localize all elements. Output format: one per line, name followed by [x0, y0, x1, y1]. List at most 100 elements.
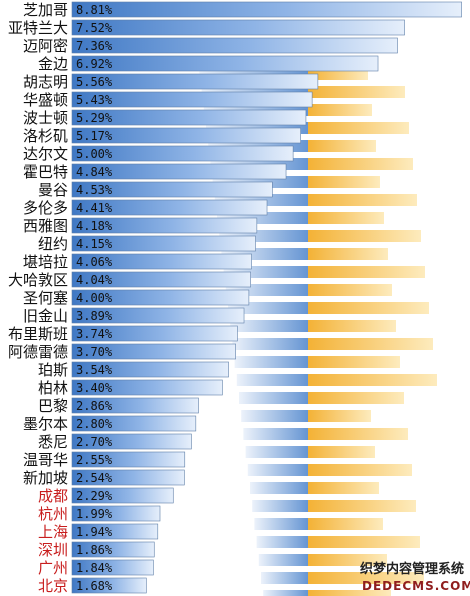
- bar: [71, 55, 379, 72]
- bar: [71, 253, 252, 270]
- background-right-bar: [308, 194, 417, 206]
- background-right-bar: [308, 158, 413, 170]
- category-label: 胡志明: [23, 73, 68, 91]
- watermark-subtitle: DEDECMS.COM: [362, 579, 470, 593]
- background-right-bar: [308, 518, 383, 530]
- background-right-bar: [308, 320, 396, 332]
- bar: [71, 163, 287, 180]
- background-right-bar: [308, 338, 433, 350]
- background-left-bar: [243, 428, 308, 440]
- background-left-bar: [230, 320, 308, 332]
- value-label: 4.84%: [76, 165, 113, 179]
- background-left-bar: [256, 536, 308, 548]
- category-label: 北京: [38, 577, 68, 595]
- category-label: 深圳: [38, 541, 68, 559]
- bar: [71, 577, 147, 594]
- background-left-bar: [236, 374, 308, 386]
- bar: [71, 217, 258, 234]
- bar: [71, 361, 229, 378]
- bar: [71, 379, 223, 396]
- background-right-bar: [308, 590, 391, 596]
- background-left-bar: [247, 464, 308, 476]
- watermark-title: 织梦内容管理系统: [360, 561, 464, 577]
- value-label: 7.52%: [76, 21, 113, 35]
- background-left-bar: [263, 590, 308, 596]
- bar: [71, 559, 154, 576]
- background-right-bar: [308, 266, 425, 278]
- category-label: 成都: [38, 487, 68, 505]
- background-right-bar: [308, 86, 405, 98]
- category-label: 上海: [38, 523, 68, 541]
- background-right-bar: [308, 122, 409, 134]
- category-label: 亚特兰大: [8, 19, 68, 37]
- bar: [71, 235, 256, 252]
- value-label: 5.17%: [76, 129, 113, 143]
- background-right-bar: [308, 104, 372, 116]
- category-label: 悉尼: [38, 433, 68, 451]
- category-label: 霍巴特: [23, 163, 68, 181]
- bar: [71, 523, 159, 540]
- category-label: 巴黎: [38, 397, 68, 415]
- value-label: 8.81%: [76, 3, 113, 17]
- value-label: 3.74%: [76, 327, 113, 341]
- category-label: 杭州: [38, 505, 68, 523]
- category-label: 波士顿: [23, 109, 68, 127]
- category-label: 曼谷: [38, 181, 68, 199]
- category-label: 大哈敦区: [8, 271, 68, 289]
- category-label: 纽约: [38, 235, 68, 253]
- value-label: 6.92%: [76, 57, 113, 71]
- background-right-bar: [308, 248, 388, 260]
- bar: [71, 487, 174, 504]
- background-right-bar: [308, 212, 384, 224]
- bar: [71, 181, 273, 198]
- bar: [71, 289, 250, 306]
- bar: [71, 91, 313, 108]
- value-label: 5.00%: [76, 147, 113, 161]
- category-label: 柏林: [38, 379, 68, 397]
- value-label: 5.43%: [76, 93, 113, 107]
- category-label: 温哥华: [23, 451, 68, 469]
- background-left-bar: [234, 356, 308, 368]
- value-label: 1.84%: [76, 561, 113, 575]
- category-label: 堪培拉: [23, 253, 68, 271]
- category-label: 洛杉矶: [23, 127, 68, 145]
- category-label: 芝加哥: [23, 1, 68, 19]
- background-right-bar: [308, 536, 420, 548]
- background-right-bar: [308, 392, 404, 404]
- background-right-bar: [308, 410, 371, 422]
- value-label: 3.54%: [76, 363, 113, 377]
- value-label: 1.86%: [76, 543, 113, 557]
- background-left-bar: [232, 338, 308, 350]
- bar: [71, 343, 236, 360]
- background-left-bar: [254, 518, 308, 530]
- background-right-bar: [308, 500, 416, 512]
- category-label: 珀斯: [38, 361, 68, 379]
- value-label: 4.00%: [76, 291, 113, 305]
- background-right-bar: [308, 302, 429, 314]
- bar: [71, 325, 238, 342]
- value-label: 2.70%: [76, 435, 113, 449]
- value-label: 2.86%: [76, 399, 113, 413]
- bar: [71, 127, 301, 144]
- background-right-bar: [308, 464, 412, 476]
- background-right-bar: [308, 284, 392, 296]
- background-right-bar: [308, 356, 400, 368]
- value-label: 2.80%: [76, 417, 113, 431]
- category-labels: 芝加哥亚特兰大迈阿密金边胡志明华盛顿波士顿洛杉矶达尔文霍巴特曼谷多伦多西雅图纽约…: [8, 1, 68, 595]
- background-left-bar: [261, 572, 308, 584]
- background-right-bar: [308, 176, 380, 188]
- category-label: 西雅图: [23, 217, 68, 235]
- bar: [71, 271, 251, 288]
- category-label: 广州: [38, 559, 68, 577]
- background-right-bar: [308, 230, 421, 242]
- background-left-bar: [245, 446, 308, 458]
- bar: [71, 37, 398, 54]
- bar: [71, 1, 462, 18]
- value-label: 1.99%: [76, 507, 113, 521]
- background-right-bar: [308, 554, 387, 566]
- category-label: 旧金山: [23, 307, 68, 325]
- background-left-bar: [241, 410, 308, 422]
- value-label: 4.04%: [76, 273, 113, 287]
- bar: [71, 199, 268, 216]
